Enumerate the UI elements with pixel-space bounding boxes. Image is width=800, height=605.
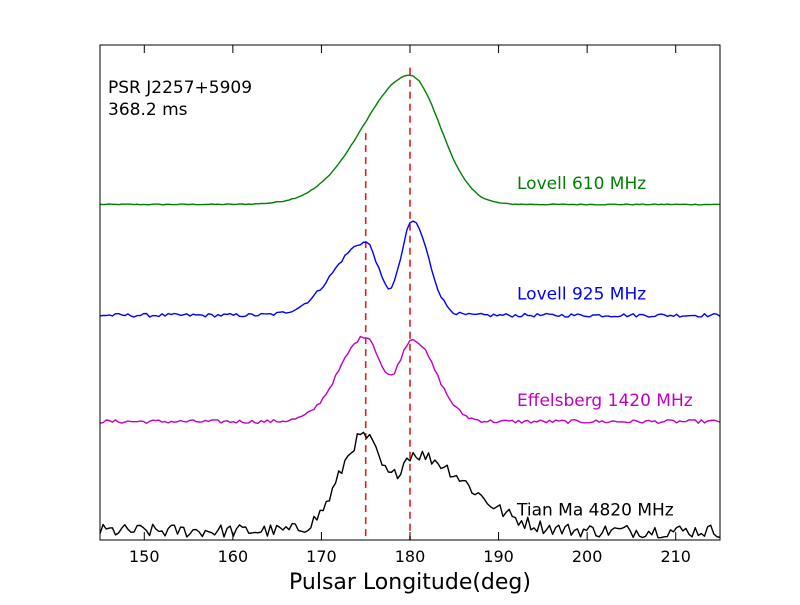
series-line-3 bbox=[99, 431, 721, 539]
reference-lines-group bbox=[364, 67, 411, 540]
series-labels-group: Lovell 610 MHz Lovell 925 MHz Effelsberg 1… bbox=[516, 174, 693, 520]
x-tick-label-5: 200 bbox=[572, 547, 603, 566]
series-group bbox=[99, 74, 721, 539]
x-tick-label-4: 190 bbox=[483, 547, 514, 566]
series-line-2 bbox=[99, 335, 721, 425]
x-tick-label-2: 170 bbox=[306, 547, 337, 566]
x-ticks-group: 150 160 170 180 190 200 210 bbox=[129, 45, 691, 566]
series-line-0 bbox=[99, 74, 721, 206]
x-tick-label-3: 180 bbox=[395, 547, 426, 566]
series-label-0: Lovell 610 MHz bbox=[517, 174, 646, 194]
x-tick-label-1: 160 bbox=[218, 547, 249, 566]
annotation-pulsar-name: PSR J2257+5909 bbox=[108, 78, 252, 98]
x-tick-label-0: 150 bbox=[129, 547, 160, 566]
series-line-1 bbox=[99, 220, 721, 318]
series-label-2: Effelsberg 1420 MHz bbox=[517, 391, 693, 411]
x-axis-label: Pulsar Longitude(deg) bbox=[289, 570, 531, 595]
series-label-1: Lovell 925 MHz bbox=[517, 285, 646, 305]
series-label-3: Tian Ma 4820 MHz bbox=[516, 500, 674, 520]
x-tick-label-6: 210 bbox=[660, 547, 691, 566]
annotation-period: 368.2 ms bbox=[108, 100, 188, 120]
